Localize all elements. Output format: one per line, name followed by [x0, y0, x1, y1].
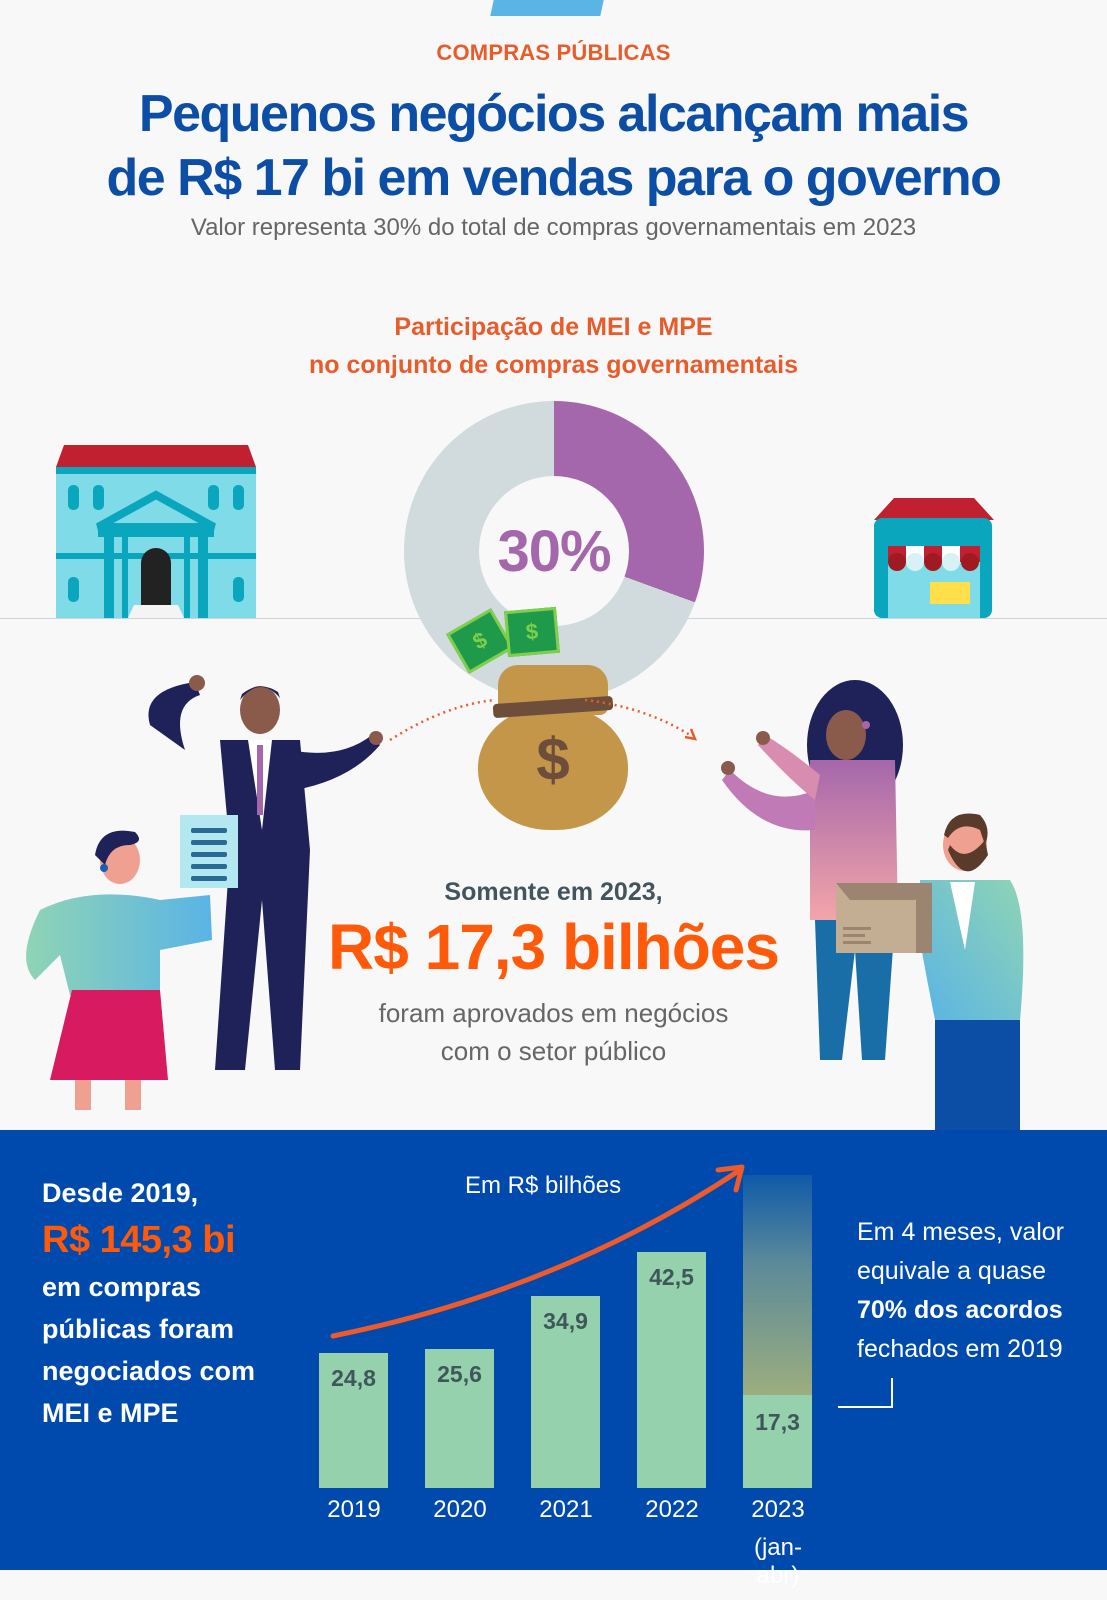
- people-illustration: [26, 675, 1024, 1130]
- summary-line-5: MEI e MPE: [42, 1398, 179, 1428]
- donut-center: 30%: [479, 476, 629, 626]
- highlight-desc-line-2: com o setor público: [440, 1036, 667, 1066]
- woman-with-document-figure: [26, 815, 238, 1110]
- bearded-man-with-box-figure: [836, 813, 1024, 1130]
- donut-title-line-2: no conjunto de compras governamentais: [309, 351, 798, 379]
- donut-percent-label: 30%: [497, 518, 611, 584]
- subheadline: Valor representa 30% do total de compras…: [190, 214, 917, 241]
- woman-curly-hair-figure: [721, 680, 903, 1060]
- bar-2019: 24,8: [319, 1353, 388, 1488]
- top-tab-decoration: [490, 0, 604, 16]
- page-title: Pequenos negócios alcançam mais de R$ 17…: [0, 82, 1107, 210]
- note-line-2: equivale a quase: [857, 1257, 1047, 1285]
- bar-2022: 42,5: [637, 1252, 706, 1488]
- share-donut-chart: 30%: [404, 401, 704, 701]
- bar-value-label: 24,8: [331, 1365, 376, 1391]
- bar-value-label: 17,3: [755, 1409, 800, 1435]
- summary-line-3: públicas foram: [42, 1314, 235, 1344]
- flow-arrow-dotted-icon: [389, 698, 698, 742]
- headline-line-1: Pequenos negócios alcançam mais: [138, 85, 970, 143]
- store-icon: [874, 498, 994, 618]
- cumulative-summary: Desde 2019, R$ 145,3 bi em compras públi…: [42, 1172, 302, 1434]
- highlight-desc-line-1: foram aprovados em negócios: [378, 998, 729, 1028]
- businessman-figure: [148, 675, 383, 1070]
- donut-title-line-1: Participação de MEI e MPE: [394, 313, 713, 341]
- highlight-description: foram aprovados em negócios com o setor …: [0, 994, 1107, 1070]
- highlight-amount: R$ 17,3 bilhões: [328, 911, 780, 983]
- highlight-intro: Somente em 2023,: [444, 878, 663, 906]
- section-kicker: COMPRAS PÚBLICAS: [436, 40, 671, 65]
- bar-2021: 34,9: [531, 1296, 600, 1488]
- bar-value-label: 25,6: [437, 1361, 482, 1387]
- annotation-bracket: [838, 1378, 893, 1408]
- bar-value-label: 42,5: [649, 1264, 694, 1290]
- dollar-sign-icon: $: [536, 726, 570, 793]
- annotation-note: Em 4 meses, valor equivale a quase 70% d…: [857, 1213, 1097, 1369]
- summary-line-4: negociados com: [42, 1356, 256, 1386]
- note-bold-line: 70% dos acordos: [857, 1296, 1063, 1324]
- bar-2023: 17,3: [743, 1395, 812, 1488]
- summary-line-1: Desde 2019,: [42, 1178, 199, 1208]
- summary-amount: R$ 145,3 bi: [42, 1219, 236, 1261]
- note-line-1: Em 4 meses, valor: [857, 1218, 1065, 1246]
- headline-line-2: de R$ 17 bi em vendas para o governo: [106, 149, 1002, 207]
- government-building-icon: [56, 445, 256, 618]
- note-line-4: fechados em 2019: [857, 1335, 1063, 1363]
- money-bag-icon: $: [478, 665, 628, 830]
- chart-unit-label: Em R$ bilhões: [465, 1172, 622, 1199]
- bar-2020: 25,6: [425, 1349, 494, 1488]
- donut-title: Participação de MEI e MPE no conjunto de…: [0, 308, 1107, 384]
- bar-value-label: 34,9: [543, 1308, 588, 1334]
- summary-line-2: em compras: [42, 1272, 202, 1302]
